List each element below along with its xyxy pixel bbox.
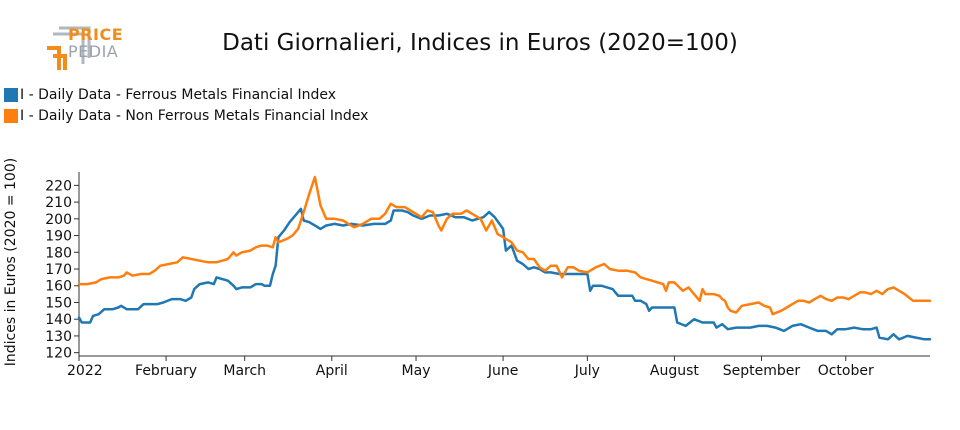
pricepedia-logo-icon xyxy=(47,26,91,70)
x-tick-label: February xyxy=(135,363,197,379)
x-tick-label: May xyxy=(402,363,431,379)
y-axis-label: Indices in Euros (2020 = 100) xyxy=(3,158,19,366)
x-tick-label: 2022 xyxy=(67,363,103,379)
legend-label-ferrous: I - Daily Data - Ferrous Metals Financia… xyxy=(20,86,337,103)
x-tick-label: March xyxy=(223,363,266,379)
y-tick-label: 150 xyxy=(45,295,72,311)
logo-line2: PEDIA xyxy=(68,42,119,61)
y-tick-label: 190 xyxy=(45,229,72,245)
y-tick-label: 130 xyxy=(45,329,72,345)
logo-line1: PRICE xyxy=(68,25,124,44)
legend-swatch-non-ferrous xyxy=(4,108,18,123)
y-tick-label: 210 xyxy=(45,195,72,211)
y-tick-label: 160 xyxy=(45,279,72,295)
series-line-ferrous xyxy=(77,207,932,341)
y-tick-label: 140 xyxy=(45,312,72,328)
legend-label-non-ferrous: I - Daily Data - Non Ferrous Metals Fina… xyxy=(20,107,369,124)
chart-title: Dati Giornalieri, Indices in Euros (2020… xyxy=(222,30,738,56)
y-tick-label: 120 xyxy=(45,346,72,362)
x-tick-label: April xyxy=(316,363,348,379)
x-tick-label: June xyxy=(487,363,519,379)
x-tick-label: July xyxy=(574,363,600,379)
legend: I - Daily Data - Ferrous Metals Financia… xyxy=(4,84,368,126)
logo-text: PRICE PEDIA xyxy=(68,26,123,60)
y-tick-label: 200 xyxy=(45,212,72,228)
series-layer xyxy=(77,175,932,341)
x-tick-label: August xyxy=(650,363,700,379)
x-tick-label: September xyxy=(723,363,801,379)
series-line-non-ferrous xyxy=(77,175,932,316)
y-tick-label: 180 xyxy=(45,245,72,261)
legend-item-ferrous[interactable]: I - Daily Data - Ferrous Metals Financia… xyxy=(4,84,368,105)
x-tick-label: October xyxy=(818,363,874,379)
legend-item-non-ferrous[interactable]: I - Daily Data - Non Ferrous Metals Fina… xyxy=(4,105,368,126)
legend-swatch-ferrous xyxy=(4,87,18,102)
y-tick-label: 220 xyxy=(45,178,72,194)
y-tick-label: 170 xyxy=(45,262,72,278)
